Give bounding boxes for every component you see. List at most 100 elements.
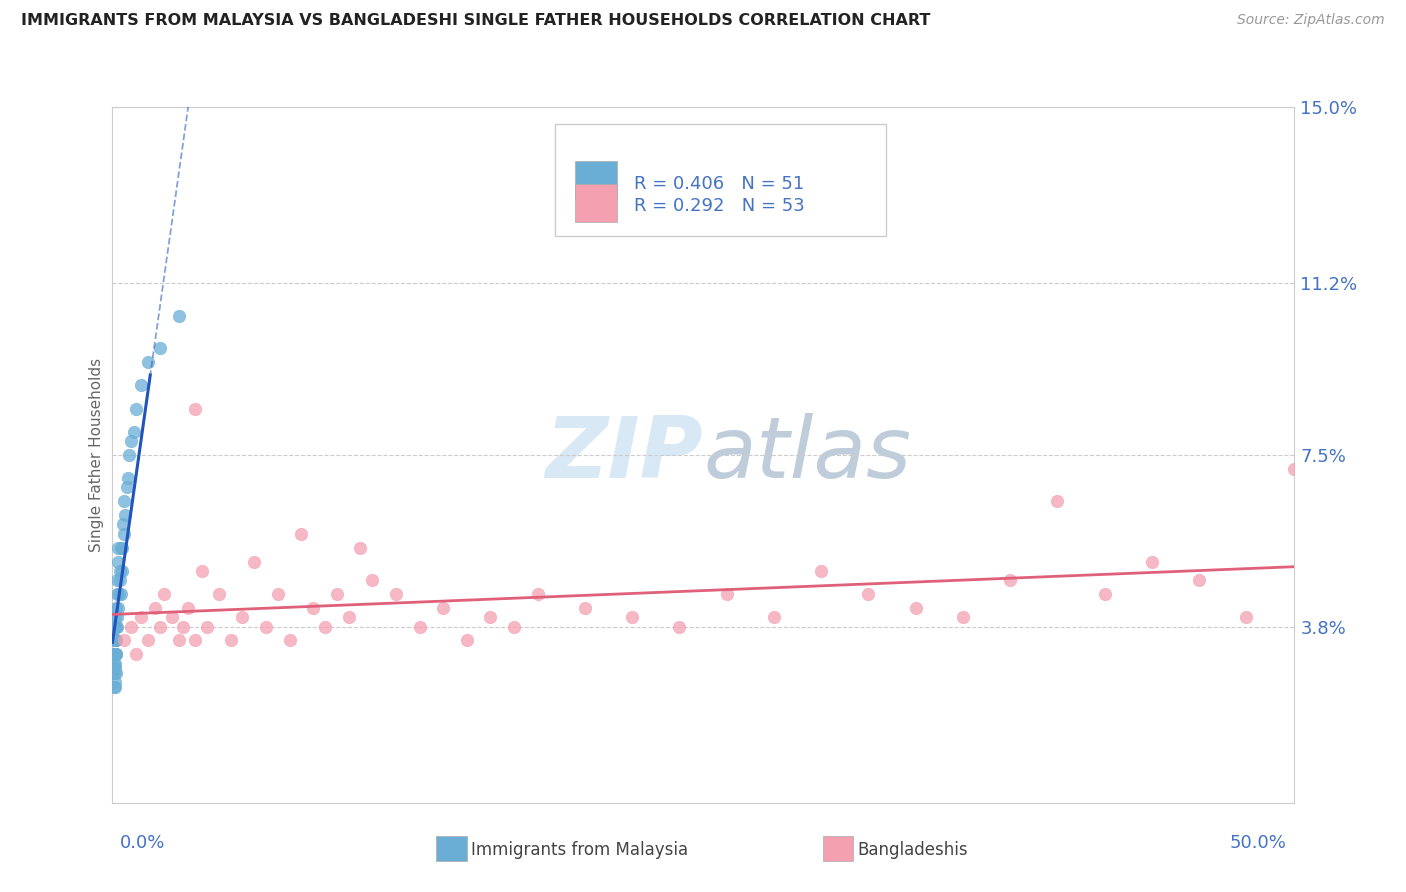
Point [408, 619, 430, 633]
Point [110, 587, 132, 601]
Point [105, 619, 128, 633]
Point [104, 633, 127, 648]
Point [810, 564, 832, 578]
Point [314, 619, 336, 633]
Point [104, 610, 127, 624]
Point [184, 633, 207, 648]
Point [208, 587, 231, 601]
Point [1140, 555, 1163, 569]
Point [716, 587, 738, 601]
Text: Source: ZipAtlas.com: Source: ZipAtlas.com [1237, 13, 1385, 28]
Point [105, 610, 128, 624]
Point [184, 401, 207, 416]
Text: 0.0%: 0.0% [120, 834, 165, 852]
Point [108, 564, 131, 578]
Text: R = 0.292   N = 53: R = 0.292 N = 53 [634, 197, 806, 215]
Point [195, 619, 218, 633]
Point [361, 573, 384, 587]
Point [326, 587, 349, 601]
Point [337, 610, 360, 624]
Text: IMMIGRANTS FROM MALAYSIA VS BANGLADESHI SINGLE FATHER HOUSEHOLDS CORRELATION CHA: IMMIGRANTS FROM MALAYSIA VS BANGLADESHI … [21, 13, 931, 29]
Point [267, 587, 290, 601]
Point [904, 601, 927, 615]
Point [103, 648, 125, 662]
Point [112, 494, 135, 508]
Point [254, 619, 277, 633]
Point [107, 555, 129, 569]
Point [349, 541, 371, 555]
Point [290, 526, 312, 541]
Point [104, 661, 127, 675]
Point [105, 573, 128, 587]
Point [104, 675, 127, 690]
Point [668, 619, 690, 633]
Point [104, 648, 127, 662]
Point [143, 601, 166, 615]
Point [278, 633, 301, 648]
Point [111, 564, 134, 578]
Point [574, 601, 596, 615]
Point [104, 619, 127, 633]
Point [1094, 587, 1116, 601]
Point [385, 587, 408, 601]
Point [107, 601, 129, 615]
Point [231, 610, 253, 624]
Point [104, 648, 127, 662]
Point [105, 587, 128, 601]
Point [117, 471, 139, 485]
Point [302, 601, 325, 615]
Point [105, 601, 128, 615]
Point [149, 619, 172, 633]
Point [129, 610, 152, 624]
Point [111, 541, 134, 555]
Text: Immigrants from Malaysia: Immigrants from Malaysia [471, 841, 688, 859]
Point [110, 573, 132, 587]
Point [136, 355, 159, 369]
Point [1188, 573, 1211, 587]
Point [112, 526, 135, 541]
Point [219, 633, 242, 648]
Point [120, 619, 142, 633]
Point [172, 619, 194, 633]
Point [105, 648, 128, 662]
Point [114, 508, 136, 523]
Point [105, 633, 128, 648]
Point [120, 434, 142, 448]
Point [104, 680, 127, 694]
Point [125, 401, 148, 416]
Text: atlas: atlas [703, 413, 911, 497]
Point [526, 587, 548, 601]
Y-axis label: Single Father Households: Single Father Households [89, 358, 104, 552]
FancyBboxPatch shape [575, 161, 617, 199]
Point [998, 573, 1021, 587]
Point [191, 564, 214, 578]
Text: R = 0.406   N = 51: R = 0.406 N = 51 [634, 175, 804, 193]
Point [1046, 494, 1069, 508]
Point [479, 610, 502, 624]
Point [104, 648, 127, 662]
Point [621, 610, 644, 624]
Point [103, 657, 125, 671]
Point [153, 587, 176, 601]
Point [243, 555, 266, 569]
Point [160, 610, 183, 624]
Point [115, 480, 138, 494]
Point [129, 378, 152, 392]
Point [103, 665, 125, 680]
Point [104, 657, 127, 671]
Point [125, 648, 148, 662]
Point [105, 619, 128, 633]
Point [1234, 610, 1257, 624]
Point [118, 448, 141, 462]
Text: ZIP: ZIP [546, 413, 703, 497]
FancyBboxPatch shape [555, 124, 886, 235]
Point [762, 610, 785, 624]
Point [103, 633, 125, 648]
Point [952, 610, 974, 624]
Point [1282, 462, 1305, 476]
Point [456, 633, 478, 648]
Point [104, 633, 127, 648]
Point [103, 665, 125, 680]
Point [858, 587, 880, 601]
Point [503, 619, 526, 633]
